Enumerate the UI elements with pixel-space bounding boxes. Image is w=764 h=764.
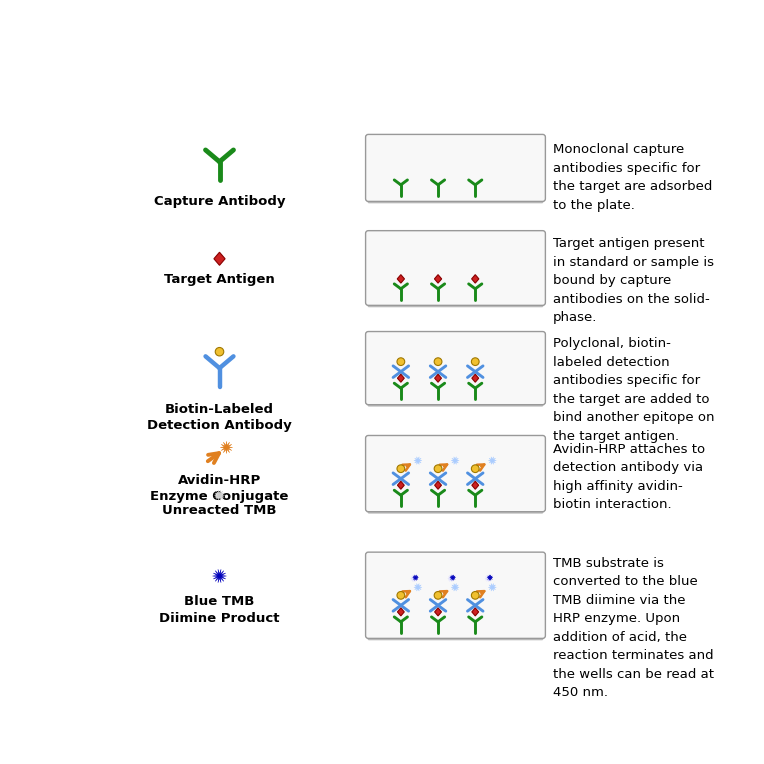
Polygon shape xyxy=(485,575,492,582)
Polygon shape xyxy=(435,274,442,283)
FancyBboxPatch shape xyxy=(366,435,545,512)
Polygon shape xyxy=(413,575,419,581)
Circle shape xyxy=(215,348,224,356)
Text: Unreacted TMB: Unreacted TMB xyxy=(162,504,277,517)
FancyBboxPatch shape xyxy=(366,134,545,202)
Polygon shape xyxy=(471,274,479,283)
Text: Target antigen present
in standard or sample is
bound by capture
antibodies on t: Target antigen present in standard or sa… xyxy=(552,237,714,324)
FancyBboxPatch shape xyxy=(367,194,543,203)
FancyBboxPatch shape xyxy=(367,298,543,307)
Text: Capture Antibody: Capture Antibody xyxy=(154,195,285,208)
FancyBboxPatch shape xyxy=(366,231,545,306)
Circle shape xyxy=(397,591,405,599)
Polygon shape xyxy=(397,374,404,382)
Polygon shape xyxy=(488,584,497,591)
Polygon shape xyxy=(414,584,422,591)
Polygon shape xyxy=(472,608,479,616)
Text: Target Antigen: Target Antigen xyxy=(164,273,275,286)
Text: Monoclonal capture
antibodies specific for
the target are adsorbed
to the plate.: Monoclonal capture antibodies specific f… xyxy=(552,144,712,212)
Text: Biotin-Labeled
Detection Antibody: Biotin-Labeled Detection Antibody xyxy=(147,403,292,432)
Polygon shape xyxy=(451,584,459,591)
Text: TMB substrate is
converted to the blue
TMB diimine via the
HRP enzyme. Upon
addi: TMB substrate is converted to the blue T… xyxy=(552,557,714,699)
Text: Blue TMB
Diimine Product: Blue TMB Diimine Product xyxy=(159,595,280,625)
Polygon shape xyxy=(448,575,455,582)
Circle shape xyxy=(397,465,405,473)
Polygon shape xyxy=(487,575,493,581)
Polygon shape xyxy=(435,481,442,489)
Circle shape xyxy=(471,591,479,599)
FancyBboxPatch shape xyxy=(366,552,545,639)
Polygon shape xyxy=(397,481,404,489)
Polygon shape xyxy=(212,569,226,583)
Circle shape xyxy=(471,465,479,473)
Text: Avidin-HRP
Enzyme Conjugate: Avidin-HRP Enzyme Conjugate xyxy=(151,474,289,503)
FancyBboxPatch shape xyxy=(366,332,545,405)
FancyBboxPatch shape xyxy=(367,631,543,640)
Circle shape xyxy=(434,591,442,599)
Polygon shape xyxy=(410,575,417,582)
Circle shape xyxy=(471,358,479,365)
Polygon shape xyxy=(472,481,479,489)
Circle shape xyxy=(434,465,442,473)
Polygon shape xyxy=(488,457,497,465)
Polygon shape xyxy=(450,575,455,581)
FancyBboxPatch shape xyxy=(367,397,543,406)
Polygon shape xyxy=(397,608,404,616)
Text: Avidin-HRP attaches to
detection antibody via
high affinity avidin-
biotin inter: Avidin-HRP attaches to detection antibod… xyxy=(552,443,705,511)
Polygon shape xyxy=(435,608,442,616)
Polygon shape xyxy=(397,274,404,283)
Circle shape xyxy=(434,358,442,365)
FancyBboxPatch shape xyxy=(367,504,543,513)
Polygon shape xyxy=(472,374,479,382)
Polygon shape xyxy=(435,374,442,382)
Polygon shape xyxy=(214,252,225,265)
Circle shape xyxy=(397,358,405,365)
Polygon shape xyxy=(414,457,422,465)
Polygon shape xyxy=(220,442,233,454)
Polygon shape xyxy=(451,457,459,465)
Text: Polyclonal, biotin-
labeled detection
antibodies specific for
the target are add: Polyclonal, biotin- labeled detection an… xyxy=(552,338,714,443)
Polygon shape xyxy=(214,490,225,500)
